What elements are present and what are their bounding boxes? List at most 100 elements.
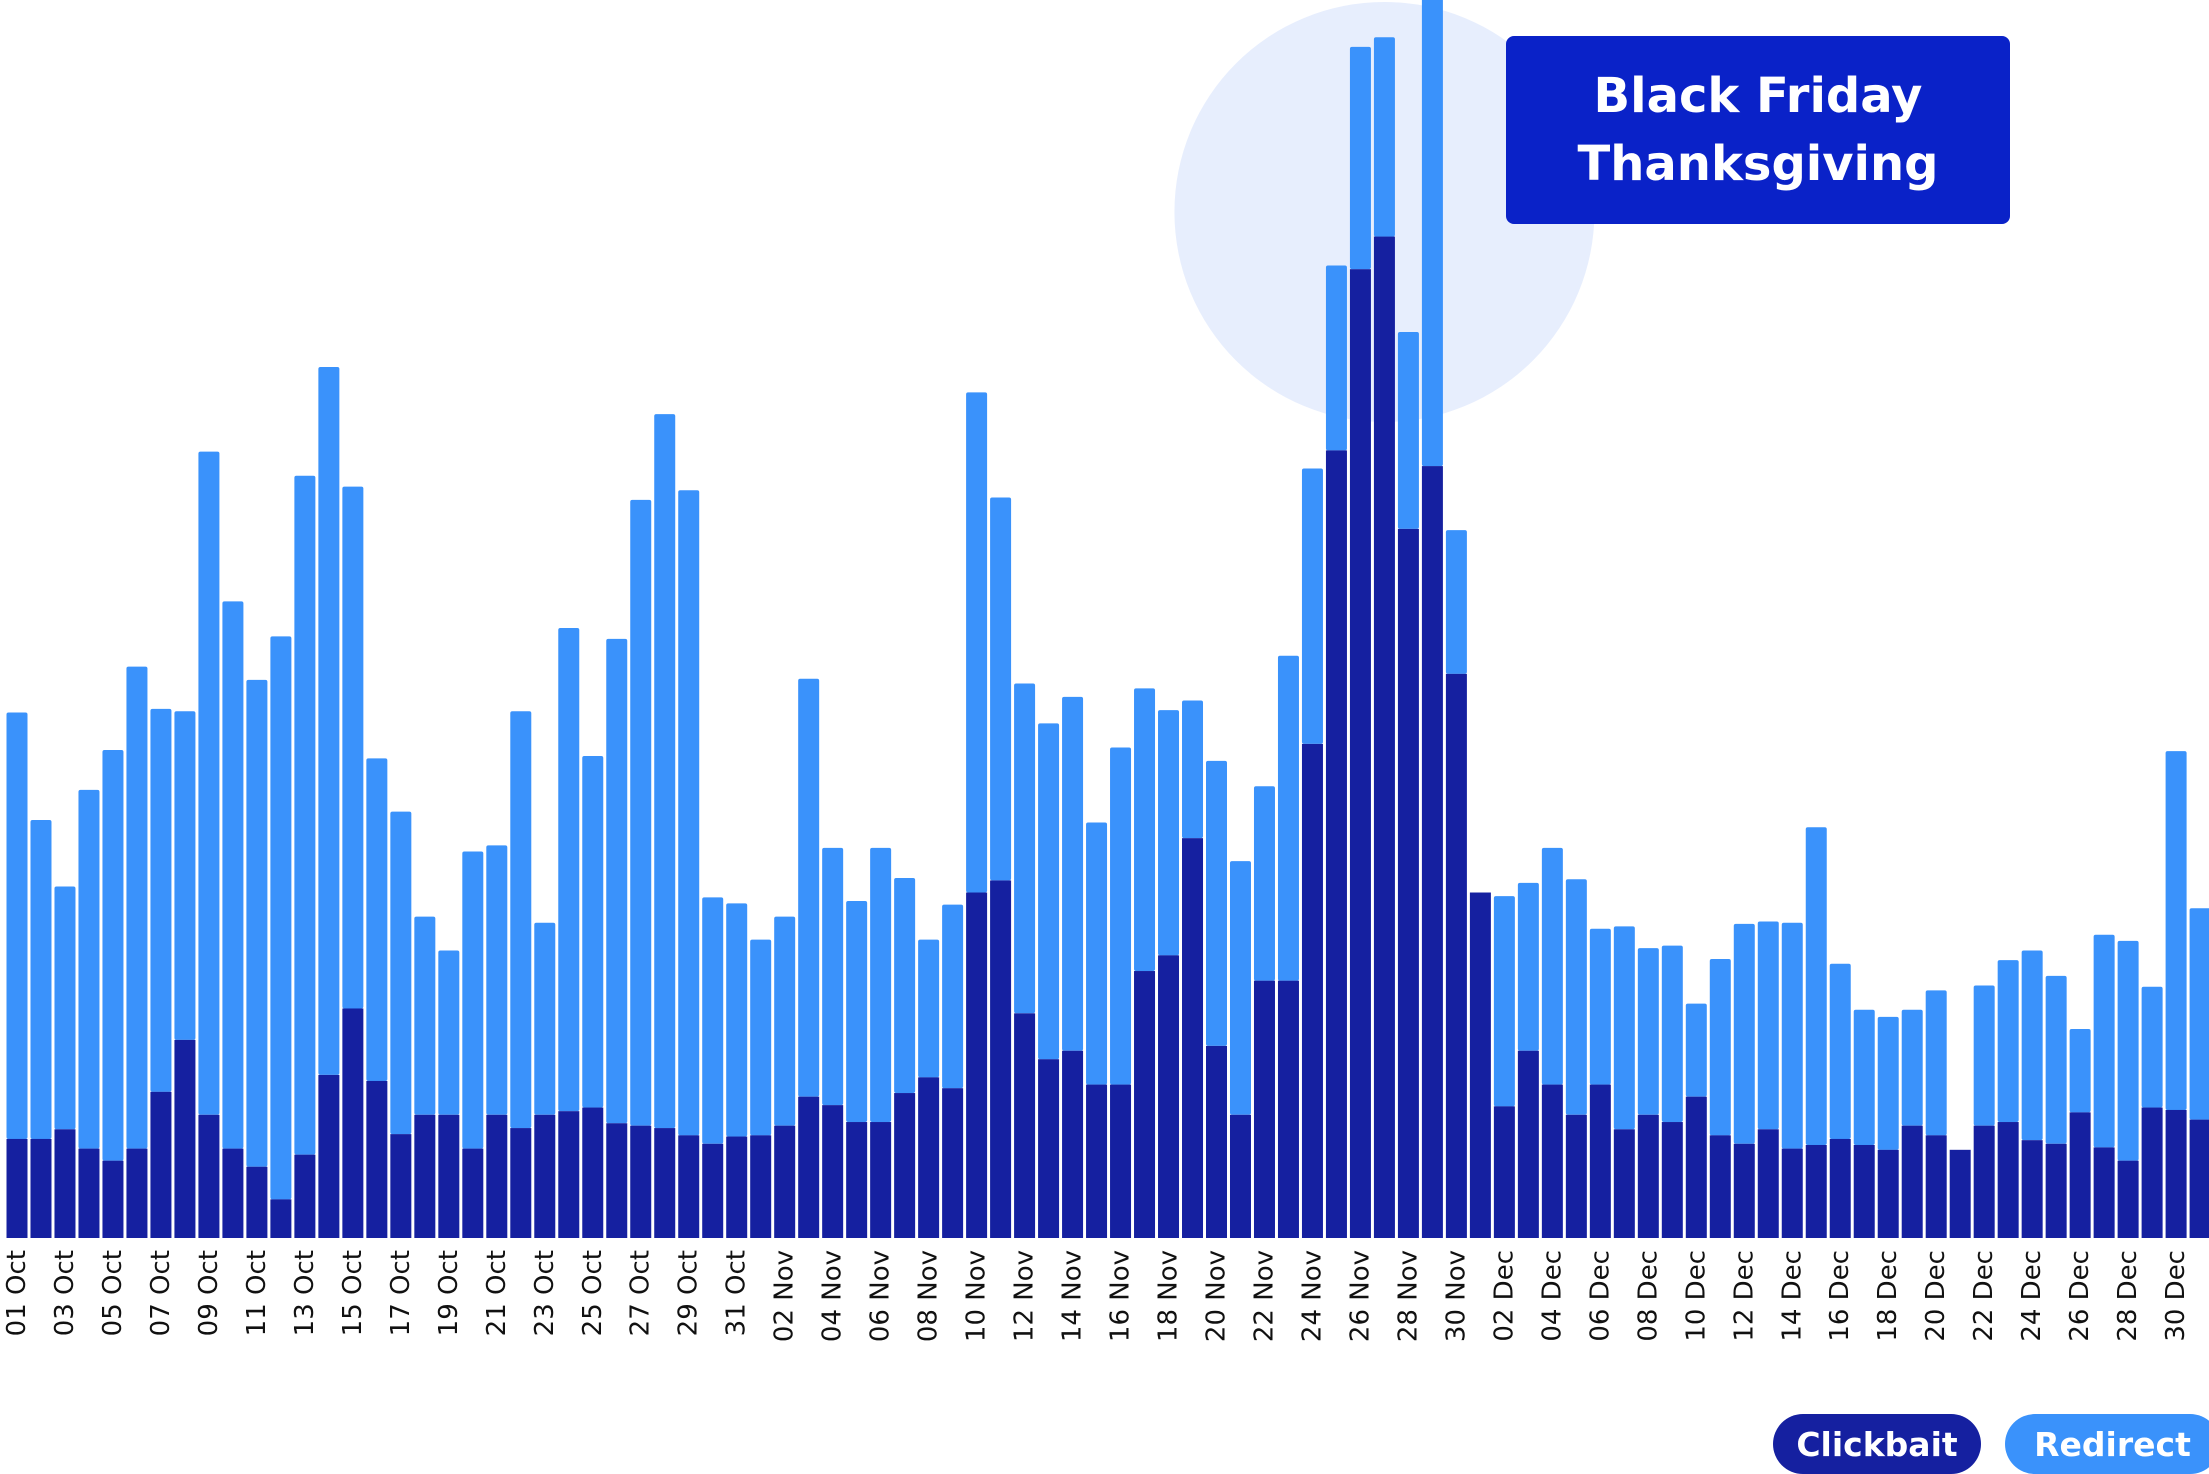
bar-clickbait-21-nov [1230, 1115, 1251, 1238]
bar-redirect-25-dec [2046, 976, 2067, 1144]
bar-clickbait-03-oct [54, 1129, 75, 1238]
bar-redirect-26-nov [1350, 47, 1371, 269]
bar-redirect-31-dec [2190, 908, 2209, 1119]
bar-redirect-14-oct [318, 367, 339, 1075]
bar-redirect-27-oct [630, 500, 651, 1126]
x-tick-label: 27 Oct [626, 1250, 656, 1336]
bar-redirect-04-dec [1542, 848, 1563, 1085]
bar-clickbait-23-dec [1998, 1122, 2019, 1238]
bar-redirect-14-dec [1782, 923, 1803, 1149]
bar-clickbait-10-oct [222, 1149, 243, 1238]
bar-redirect-15-nov [1086, 822, 1107, 1084]
legend-clickbait[interactable]: Clickbait [1773, 1414, 1981, 1474]
bar-redirect-10-nov [966, 392, 987, 892]
x-tick-label: 09 Oct [194, 1250, 224, 1336]
bar-clickbait-07-dec [1614, 1129, 1635, 1238]
bar-clickbait-20-nov [1206, 1046, 1227, 1238]
bar-redirect-01-oct [7, 713, 28, 1139]
bar-clickbait-12-nov [1014, 1013, 1035, 1238]
bar-redirect-09-dec [1662, 946, 1683, 1122]
x-tick-label: 06 Nov [866, 1250, 896, 1342]
bar-clickbait-25-oct [582, 1108, 603, 1238]
bar-clickbait-24-oct [558, 1111, 579, 1238]
legend-redirect[interactable]: Redirect [2005, 1414, 2209, 1474]
x-tick-label: 12 Nov [1010, 1250, 1040, 1342]
x-tick-label: 30 Nov [1441, 1250, 1471, 1342]
bar-redirect-26-dec [2070, 1029, 2091, 1112]
x-tick-label: 18 Dec [1873, 1250, 1903, 1342]
bar-clickbait-19-nov [1182, 838, 1203, 1238]
bar-redirect-29-oct [678, 490, 699, 1135]
x-tick-label: 22 Nov [1249, 1250, 1279, 1342]
bar-redirect-16-dec [1830, 964, 1851, 1139]
bar-clickbait-27-nov [1374, 237, 1395, 1238]
bar-clickbait-31-oct [726, 1137, 747, 1238]
bar-clickbait-19-oct [438, 1115, 459, 1238]
bar-clickbait-11-nov [990, 880, 1011, 1238]
x-tick-label: 31 Oct [722, 1250, 752, 1336]
bar-redirect-24-oct [558, 628, 579, 1111]
x-tick-label: 15 Oct [338, 1250, 368, 1336]
x-tick-label: 02 Dec [1489, 1250, 1519, 1342]
bar-redirect-15-dec [1806, 827, 1827, 1145]
bar-redirect-07-oct [150, 709, 171, 1092]
annotation-line-2: Thanksgiving [1577, 130, 1938, 198]
bar-redirect-04-nov [822, 848, 843, 1105]
x-tick-label: 26 Dec [2065, 1250, 2095, 1342]
bar-redirect-28-dec [2118, 941, 2139, 1161]
bar-clickbait-16-dec [1830, 1139, 1851, 1238]
bar-clickbait-11-dec [1710, 1135, 1731, 1238]
bar-clickbait-08-oct [174, 1040, 195, 1238]
bar-redirect-07-dec [1614, 926, 1635, 1129]
bar-redirect-20-oct [462, 851, 483, 1148]
x-tick-label: 16 Nov [1106, 1250, 1136, 1342]
bar-redirect-30-dec [2166, 751, 2187, 1110]
bar-clickbait-07-oct [150, 1092, 171, 1238]
bar-redirect-13-dec [1758, 922, 1779, 1130]
bar-clickbait-04-oct [78, 1149, 99, 1238]
bar-clickbait-08-dec [1638, 1115, 1659, 1238]
x-tick-label: 26 Nov [1345, 1250, 1375, 1342]
bar-clickbait-14-oct [318, 1075, 339, 1238]
bar-clickbait-24-dec [2022, 1140, 2043, 1238]
bar-redirect-22-oct [510, 711, 531, 1128]
x-tick-label: 12 Dec [1729, 1250, 1759, 1342]
bar-redirect-18-nov [1158, 710, 1179, 955]
bar-redirect-21-nov [1230, 861, 1251, 1115]
bar-clickbait-22-dec [1974, 1126, 1995, 1238]
bar-redirect-01-nov [750, 940, 771, 1136]
bar-redirect-12-dec [1734, 924, 1755, 1144]
bar-clickbait-06-dec [1590, 1085, 1611, 1238]
bar-clickbait-29-oct [678, 1135, 699, 1238]
bar-clickbait-26-oct [606, 1123, 627, 1238]
x-tick-label: 24 Nov [1297, 1250, 1327, 1342]
bar-redirect-22-dec [1974, 986, 1995, 1126]
bar-redirect-09-nov [942, 905, 963, 1089]
bar-clickbait-17-dec [1854, 1145, 1875, 1238]
bar-clickbait-09-dec [1662, 1122, 1683, 1238]
bar-clickbait-21-oct [486, 1115, 507, 1238]
bar-clickbait-30-nov [1446, 674, 1467, 1238]
bar-clickbait-17-nov [1134, 971, 1155, 1238]
bar-redirect-05-nov [846, 901, 867, 1122]
x-tick-label: 29 Oct [674, 1250, 704, 1336]
bar-redirect-27-nov [1374, 37, 1395, 236]
bar-clickbait-30-dec [2166, 1110, 2187, 1238]
bar-redirect-09-oct [198, 452, 219, 1115]
bar-clickbait-04-nov [822, 1105, 843, 1238]
bar-redirect-28-oct [654, 414, 675, 1128]
bar-clickbait-08-nov [918, 1077, 939, 1238]
bar-clickbait-26-dec [2070, 1112, 2091, 1238]
bar-clickbait-27-dec [2094, 1147, 2115, 1238]
bar-redirect-19-dec [1902, 1010, 1923, 1126]
bar-redirect-18-oct [414, 917, 435, 1115]
x-tick-label: 08 Dec [1633, 1250, 1663, 1342]
bar-redirect-06-nov [870, 848, 891, 1122]
bar-redirect-11-dec [1710, 959, 1731, 1135]
x-tick-label: 23 Oct [530, 1250, 560, 1336]
bar-redirect-17-nov [1134, 688, 1155, 971]
x-tick-label: 24 Dec [2017, 1250, 2047, 1342]
bar-redirect-20-dec [1926, 990, 1947, 1135]
x-tick-label: 03 Oct [50, 1250, 80, 1336]
bar-redirect-03-dec [1518, 883, 1539, 1051]
